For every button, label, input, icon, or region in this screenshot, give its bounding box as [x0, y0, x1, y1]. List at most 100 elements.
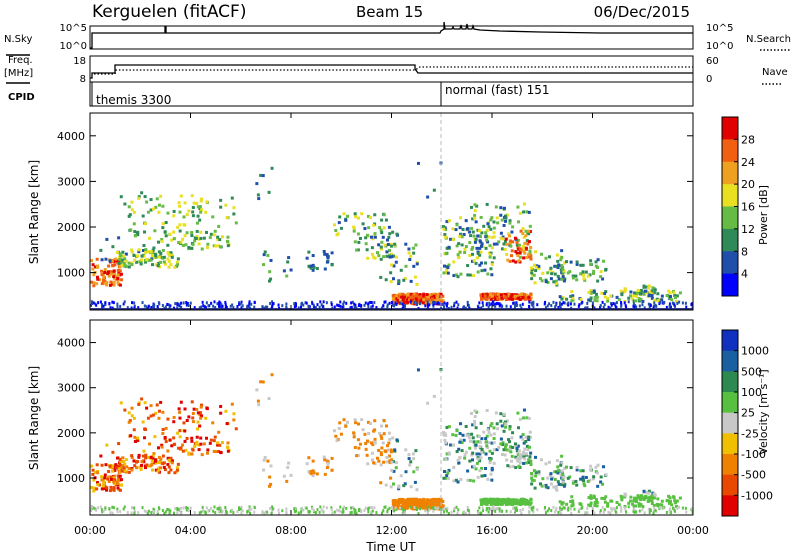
- power-cell: [581, 263, 585, 267]
- nsearch-tick-top: 10^5: [706, 23, 733, 34]
- power-cell: [122, 262, 126, 266]
- velocity-cell: [216, 441, 220, 445]
- velocity-cell: [464, 425, 468, 429]
- power-cell: [465, 227, 469, 231]
- power-cell: [201, 300, 204, 304]
- velocity-cell: [650, 502, 654, 506]
- power-cell: [342, 212, 346, 216]
- velocity-cell: [654, 508, 657, 512]
- power-cell: [647, 286, 651, 290]
- power-cell: [563, 301, 566, 305]
- velocity-cell: [168, 511, 171, 515]
- velocity-cell: [485, 434, 489, 438]
- power-cell: [97, 301, 100, 305]
- power-cell: [122, 254, 126, 258]
- velocity-cell: [100, 475, 104, 479]
- power-cell: [191, 205, 195, 209]
- velocity-cell: [130, 406, 134, 410]
- velocity-cell: [119, 478, 123, 482]
- power-cell: [318, 305, 321, 309]
- power-cell: [443, 305, 446, 309]
- velocity-cell: [109, 475, 113, 479]
- colorbar-cell: [722, 273, 738, 297]
- velocity-cell: [606, 504, 610, 508]
- power-cell: [96, 277, 100, 281]
- power-cell: [503, 239, 507, 243]
- power-cell: [408, 258, 412, 262]
- velocity-cell: [330, 508, 333, 512]
- velocity-cell: [135, 466, 139, 470]
- velocity-cell: [642, 497, 646, 501]
- velocity-cell: [208, 441, 212, 445]
- power-cell: [468, 254, 472, 258]
- power-cell: [196, 205, 200, 209]
- velocity-cell: [196, 427, 200, 431]
- power-cell: [91, 263, 95, 267]
- velocity-cell: [509, 445, 513, 449]
- velocity-cell: [652, 509, 655, 513]
- velocity-cell: [384, 505, 387, 509]
- power-cell: [119, 272, 123, 276]
- power-cell: [446, 301, 449, 305]
- power-cell: [130, 306, 133, 310]
- power-cell: [588, 273, 592, 277]
- velocity-cell: [601, 465, 605, 469]
- velocity-cell: [197, 448, 201, 452]
- velocity-cell: [519, 435, 523, 439]
- velocity-cell: [390, 460, 394, 464]
- power-cell: [232, 212, 236, 216]
- power-cell: [169, 263, 173, 267]
- velocity-cell: [599, 480, 603, 484]
- power-cell: [479, 215, 483, 219]
- colorbar-cell: [722, 454, 738, 476]
- power-cell: [579, 263, 583, 267]
- power-cell: [116, 304, 119, 308]
- velocity-cell: [354, 508, 357, 512]
- power-cell: [531, 301, 534, 305]
- velocity-cell: [480, 467, 484, 471]
- power-cell: [481, 301, 484, 305]
- power-cell: [112, 270, 116, 274]
- velocity-cell: [187, 415, 191, 419]
- power-cell: [104, 302, 107, 306]
- velocity-cell: [533, 486, 537, 490]
- power-cell: [192, 201, 196, 205]
- power-cell: [456, 275, 460, 279]
- power-cell: [253, 300, 256, 304]
- velocity-cell: [106, 477, 110, 481]
- velocity-cell: [607, 510, 610, 514]
- power-cell: [198, 306, 201, 310]
- velocity-cell: [360, 418, 364, 422]
- velocity-cell: [407, 457, 411, 461]
- velocity-cell: [390, 468, 394, 472]
- power-cell: [473, 209, 477, 213]
- power-cell: [555, 301, 558, 305]
- power-cell: [120, 260, 124, 264]
- velocity-cell: [609, 499, 613, 503]
- power-cell: [582, 277, 586, 281]
- velocity-cell: [206, 451, 210, 455]
- power-cell: [191, 214, 195, 218]
- power-cell: [504, 237, 508, 241]
- power-cell: [508, 221, 512, 225]
- power-cell: [383, 300, 386, 304]
- colorbar-cell: [722, 184, 738, 207]
- power-cell: [474, 261, 478, 265]
- power-cell: [407, 247, 411, 251]
- power-colorbar-label: Power [dB]: [757, 185, 770, 245]
- power-cell: [573, 302, 576, 306]
- power-cell: [130, 200, 134, 204]
- power-cell: [199, 210, 203, 214]
- velocity-cell: [371, 509, 374, 513]
- power-cell: [429, 301, 433, 305]
- power-cell: [363, 303, 366, 307]
- power-cell: [402, 305, 405, 309]
- power-cell: [436, 297, 440, 301]
- velocity-cell: [285, 479, 289, 483]
- velocity-cell: [632, 499, 636, 503]
- power-cell: [562, 279, 566, 283]
- freq-panel: 18 8 60 0 Freq. [MHz] Nave: [4, 55, 788, 85]
- velocity-cell: [240, 511, 243, 515]
- velocity-cell: [107, 469, 111, 473]
